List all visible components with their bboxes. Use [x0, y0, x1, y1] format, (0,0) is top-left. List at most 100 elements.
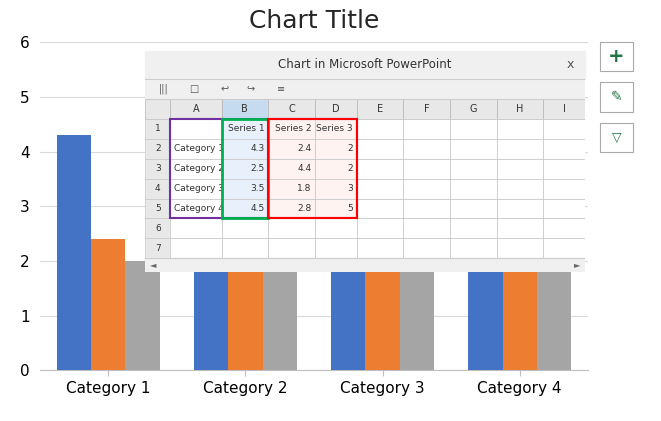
Bar [450, 159, 496, 179]
Text: F: F [424, 104, 430, 114]
Bar [403, 99, 450, 119]
Bar [315, 119, 357, 139]
Bar [450, 238, 496, 258]
Bar [315, 179, 357, 199]
Bar [496, 139, 543, 159]
Text: 2.8: 2.8 [297, 204, 311, 213]
Bar [600, 42, 633, 72]
Bar [450, 119, 496, 139]
Text: 3: 3 [348, 184, 353, 193]
Bar [357, 218, 403, 238]
Bar [170, 218, 221, 238]
Bar [145, 99, 170, 119]
Bar [315, 199, 357, 218]
Text: 1: 1 [155, 125, 161, 133]
Bar [268, 199, 315, 218]
Bar [357, 159, 403, 179]
Text: □: □ [189, 84, 198, 94]
Bar [145, 159, 170, 179]
Bar [170, 119, 221, 139]
Bar [543, 238, 585, 258]
Bar [170, 179, 221, 199]
Bar [315, 218, 357, 238]
Bar [543, 99, 585, 119]
Bar [170, 159, 221, 179]
Bar [170, 99, 221, 119]
Bar [543, 159, 585, 179]
Bar [496, 218, 543, 238]
Bar [91, 239, 126, 370]
Bar [537, 97, 571, 370]
Bar [170, 139, 221, 159]
Bar [403, 199, 450, 218]
Bar [315, 159, 357, 179]
Bar [145, 199, 170, 218]
Text: H: H [516, 104, 524, 114]
Bar [450, 199, 496, 218]
Bar [268, 119, 357, 218]
Bar [600, 123, 633, 152]
Bar [57, 135, 91, 370]
Bar [357, 159, 403, 179]
Text: 6: 6 [155, 224, 161, 233]
Bar [221, 119, 268, 139]
Bar [496, 218, 543, 238]
Text: Series 3: Series 3 [317, 125, 353, 133]
Bar [403, 139, 450, 159]
Bar [450, 139, 496, 159]
Bar [357, 238, 403, 258]
Bar [315, 99, 357, 119]
Bar [268, 139, 315, 159]
Bar [600, 123, 633, 152]
Bar [268, 99, 315, 119]
Bar [450, 139, 496, 159]
Bar [145, 119, 170, 139]
Bar [496, 159, 543, 179]
Bar [221, 218, 268, 238]
Text: ✎: ✎ [611, 90, 622, 104]
Bar [170, 159, 221, 179]
Bar [221, 99, 268, 119]
Bar [268, 119, 315, 139]
Text: x: x [566, 59, 574, 72]
Bar [315, 139, 357, 159]
Text: Category 3: Category 3 [174, 184, 223, 193]
Text: Chart in Microsoft PowerPoint: Chart in Microsoft PowerPoint [278, 59, 452, 72]
Text: 2: 2 [348, 144, 353, 153]
Bar [496, 99, 543, 119]
Text: 2: 2 [348, 164, 353, 173]
Bar [145, 79, 585, 99]
Bar [496, 99, 543, 119]
Bar [268, 218, 315, 238]
Bar [543, 199, 585, 218]
Bar [450, 218, 496, 238]
Bar [468, 124, 502, 370]
Bar [450, 119, 496, 139]
Bar [450, 99, 496, 119]
Bar [496, 119, 543, 139]
Bar [543, 179, 585, 199]
Bar [543, 119, 585, 139]
Bar [145, 159, 170, 179]
Bar [221, 179, 268, 199]
Text: 5: 5 [348, 204, 353, 213]
Text: ▽: ▽ [611, 131, 621, 144]
Bar [496, 179, 543, 199]
Bar [315, 179, 357, 199]
Bar [145, 139, 170, 159]
Text: ►: ► [574, 261, 580, 269]
Bar [543, 238, 585, 258]
Text: 5: 5 [155, 204, 161, 213]
Text: ◄: ◄ [150, 261, 156, 269]
Bar [403, 179, 450, 199]
Text: 4.4: 4.4 [297, 164, 311, 173]
Bar [145, 139, 170, 159]
Bar [403, 159, 450, 179]
Bar [543, 199, 585, 218]
Bar [600, 82, 633, 112]
Bar [403, 199, 450, 218]
Bar [496, 119, 543, 139]
Title: Chart Title: Chart Title [249, 9, 379, 33]
Bar [170, 99, 221, 119]
Bar [268, 99, 315, 119]
